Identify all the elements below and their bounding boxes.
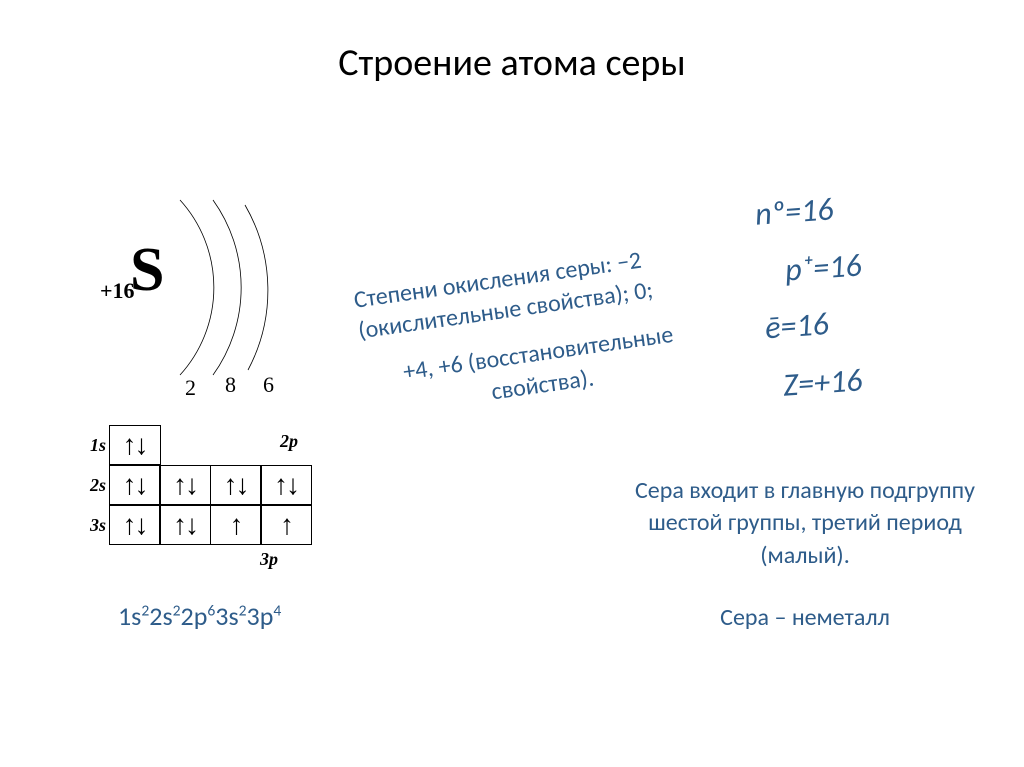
nonmetal-text: Сера – неметалл bbox=[620, 603, 990, 632]
stat-p: p⁺=16 bbox=[783, 240, 864, 296]
orbital-cell: ↑↓ bbox=[210, 465, 262, 505]
orbital-label-1s: 1s bbox=[80, 435, 110, 456]
page-title: Строение атома серы bbox=[0, 40, 1024, 86]
orbital-row-1s: 1s ↑↓ bbox=[80, 425, 312, 465]
atom-stats: nº=16 p⁺=16 ē=16 Z=+16 bbox=[755, 185, 862, 414]
stat-e: ē=16 bbox=[763, 296, 864, 354]
orbital-cell: ↑↓ bbox=[159, 505, 211, 545]
group-description: Сера входит в главную подгруппу шестой г… bbox=[620, 475, 990, 572]
orbital-cell: ↑↓ bbox=[260, 465, 312, 505]
atom-symbol: S bbox=[130, 235, 164, 306]
orbital-label-3s: 3s bbox=[80, 515, 110, 536]
orbital-cell: ↑↓ bbox=[159, 465, 211, 505]
orbital-cell: ↑↓ bbox=[109, 505, 161, 545]
orbital-diagram: 1s ↑↓ 2s ↑↓ ↑↓ ↑↓ ↑↓ 3s ↑↓ ↑↓ ↑ ↑ 2p 3p bbox=[80, 425, 312, 545]
stat-n: nº=16 bbox=[753, 181, 864, 240]
shell-count-2: 8 bbox=[225, 372, 236, 398]
orbital-cell: ↑↓ bbox=[109, 465, 161, 505]
oxidation-states-text: Степени окисления серы: −2 (окислительны… bbox=[352, 236, 718, 424]
orbital-cell: ↑ bbox=[210, 505, 262, 545]
orbital-cell: ↑ bbox=[260, 505, 312, 545]
orbital-cell: ↑↓ bbox=[109, 425, 161, 465]
orbital-label-2s: 2s bbox=[80, 475, 110, 496]
stat-z: Z=+16 bbox=[781, 354, 864, 411]
shell-count-1: 2 bbox=[185, 375, 196, 401]
electron-configuration: 1s22s22p63s23p4 bbox=[118, 600, 281, 632]
sublabel-3p: 3p bbox=[260, 549, 278, 570]
shell-count-3: 6 bbox=[263, 372, 274, 398]
sublabel-2p: 2p bbox=[280, 431, 298, 452]
orbital-row-3s: 3s ↑↓ ↑↓ ↑ ↑ bbox=[80, 505, 312, 545]
orbital-row-2s: 2s ↑↓ ↑↓ ↑↓ ↑↓ bbox=[80, 465, 312, 505]
